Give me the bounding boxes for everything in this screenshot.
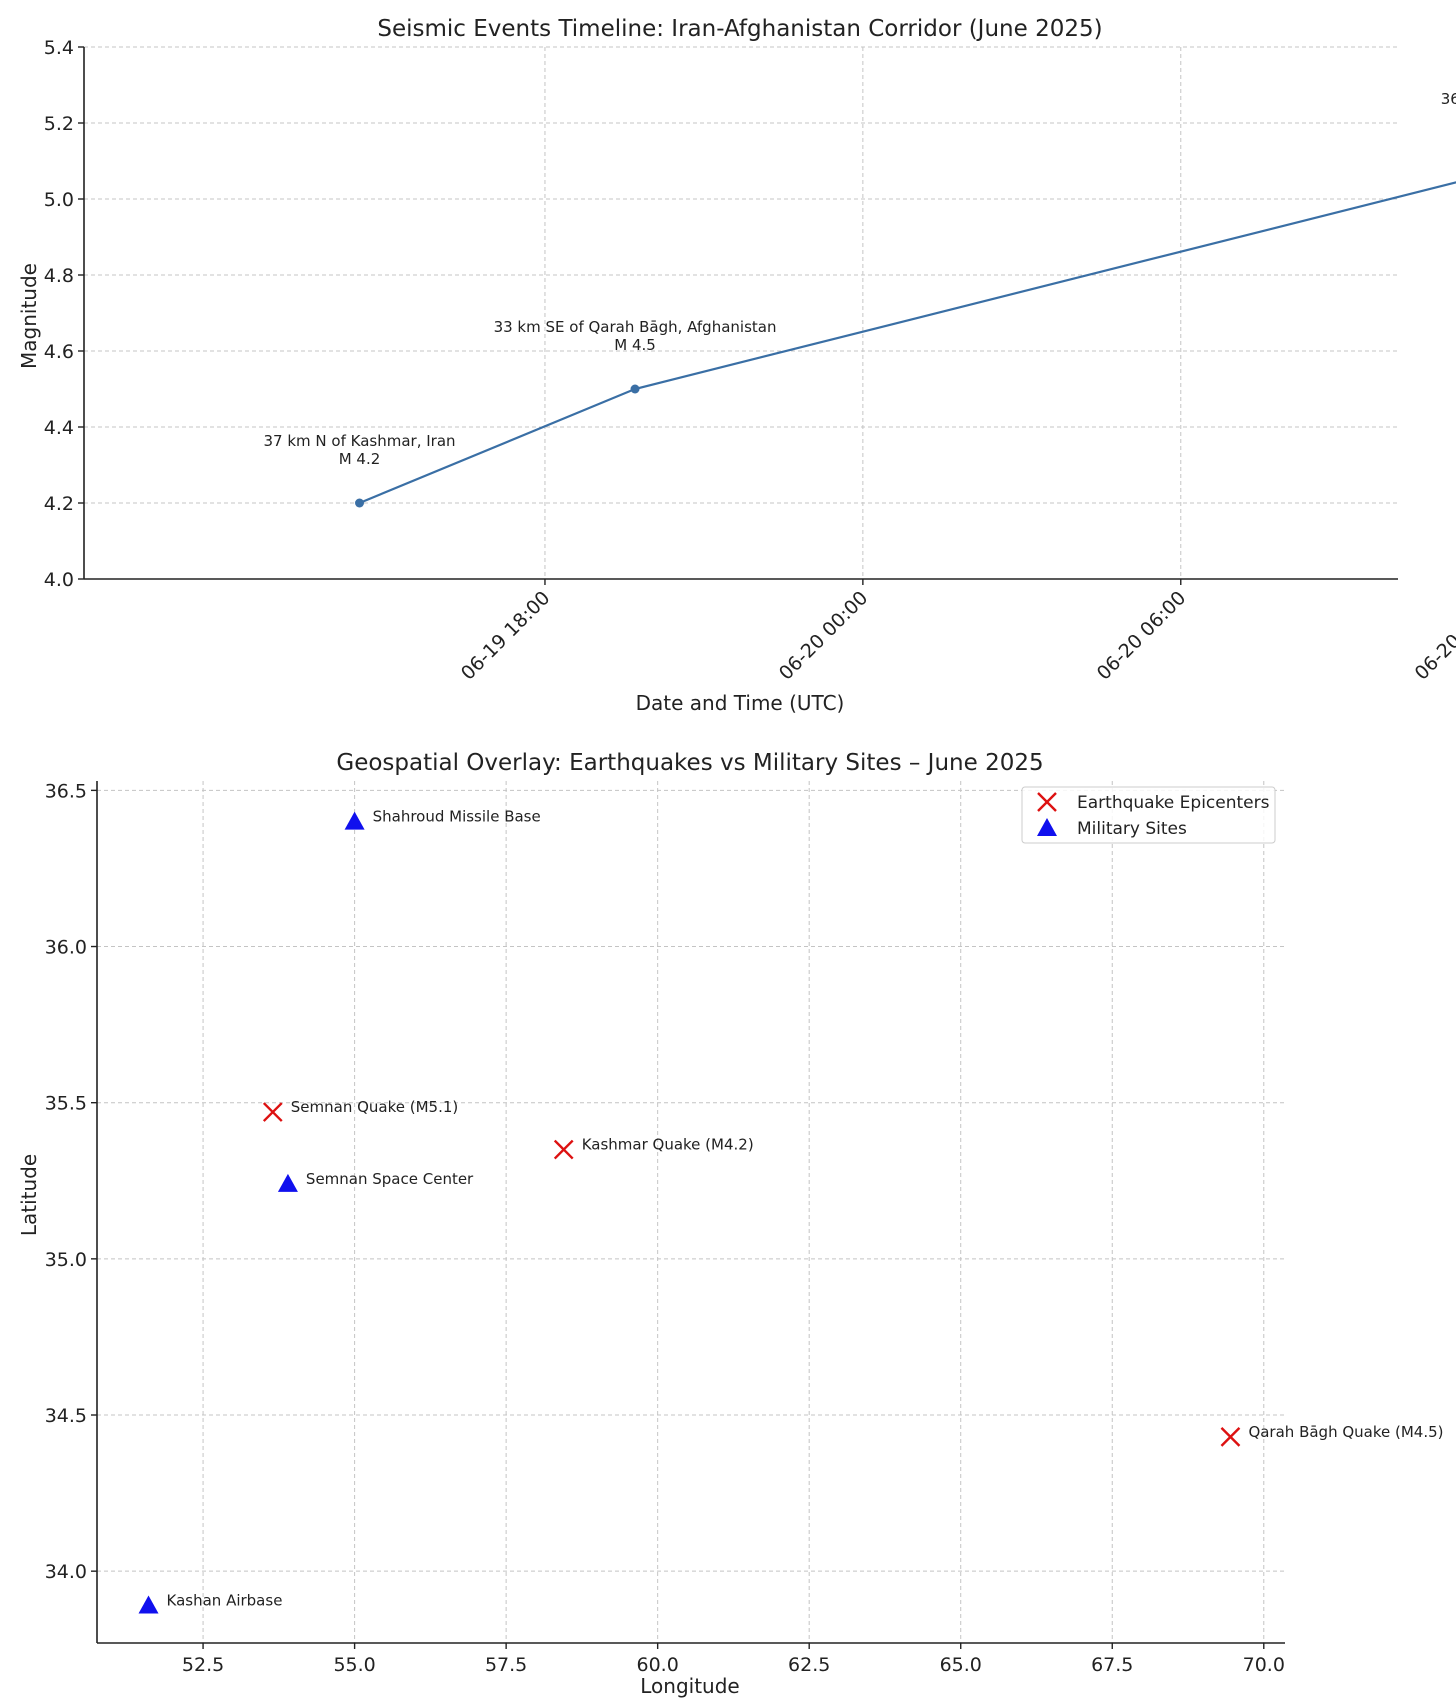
geospatial-x-label: Longitude (640, 1674, 739, 1698)
legend-cross-icon (1037, 792, 1057, 812)
military-site-marker (344, 811, 365, 830)
x-tick-label: 06-20 06:00 (1093, 587, 1191, 685)
military-site-label: Semnan Space Center (306, 1170, 474, 1188)
cross-stroke (262, 1102, 283, 1122)
geospatial-title: Geospatial Overlay: Earthquakes vs Milit… (336, 750, 1043, 776)
event-point (630, 384, 640, 394)
y-tick-label: 4.4 (44, 417, 74, 439)
military-site-label: Kashan Airbase (167, 1592, 283, 1610)
y-tick-label: 35.0 (45, 1249, 87, 1271)
cross-stroke (1037, 792, 1057, 812)
geospatial-y-label: Latitude (17, 1154, 41, 1236)
timeline-y-label: Magnitude (17, 263, 41, 369)
x-tick-label: 60.0 (637, 1654, 679, 1676)
legend-military-marker (1037, 818, 1057, 836)
y-tick-label: 34.0 (45, 1561, 87, 1583)
event-place-label: 33 km SE of Qarah Bāgh, Afghanistan (494, 318, 777, 336)
military-site-label: Shahroud Missile Base (373, 808, 541, 826)
x-tick-label: 67.5 (1091, 1654, 1133, 1676)
y-tick-label: 4.0 (44, 569, 74, 591)
legend-quake-marker (1037, 792, 1057, 812)
y-tick-label: 34.5 (45, 1405, 87, 1427)
y-tick-label: 5.4 (44, 37, 74, 59)
legend-frame (1021, 786, 1276, 844)
legend-triangle-icon (1037, 818, 1057, 836)
x-tick-label: 70.0 (1243, 1654, 1285, 1676)
earthquake-marker (1220, 1427, 1241, 1447)
cross-stroke (553, 1139, 574, 1160)
x-tick-label: 06-20 12:00 (1411, 587, 1456, 685)
timeline-title: Seismic Events Timeline: Iran-Afghanista… (377, 16, 1102, 42)
geospatial-gridlines (97, 781, 1285, 1643)
event-magnitude-label: M 4.2 (339, 450, 381, 468)
x-tick-label: 52.5 (182, 1654, 224, 1676)
event-place-label: 36 km SW of Semnan, Iran (1441, 90, 1456, 108)
y-tick-label: 4.2 (44, 493, 74, 515)
x-tick-label: 06-20 00:00 (775, 587, 873, 685)
y-tick-label: 36.5 (45, 780, 87, 802)
y-tick-label: 5.0 (44, 189, 74, 211)
geospatial-x-ticks: 52.5 55.0 57.5 60.0 62.5 65.0 67.5 70.0 (182, 1643, 1285, 1676)
timeline-series (355, 181, 1456, 508)
x-tick-label: 57.5 (485, 1654, 527, 1676)
y-tick-label: 35.5 (45, 1093, 87, 1115)
event-place-label: 37 km N of Kashmar, Iran (264, 432, 456, 450)
timeline-x-label: Date and Time (UTC) (636, 691, 845, 715)
timeline-x-ticks: 06-19 18:00 06-20 00:00 06-20 06:00 06-20 1… (457, 579, 1456, 685)
y-tick-label: 36.0 (45, 937, 87, 959)
earthquake-label: Semnan Quake (M5.1) (291, 1098, 459, 1116)
timeline-axes (83, 47, 1398, 580)
cross-stroke (1220, 1427, 1241, 1447)
legend-label-earthquakes: Earthquake Epicenters (1077, 793, 1270, 813)
x-tick-label: 55.0 (333, 1654, 375, 1676)
legend-label-military: Military Sites (1077, 819, 1187, 839)
geospatial-points: Semnan Quake (M5.1) Kashmar Quake (M4.2) Q… (138, 808, 1444, 1614)
geospatial-axes (96, 781, 1285, 1644)
x-tick-label: 62.5 (788, 1654, 830, 1676)
y-tick-label: 5.2 (44, 113, 74, 135)
geospatial-y-ticks: 34.0 34.5 35.0 35.5 36.0 36.5 (45, 780, 97, 1583)
earthquake-label: Qarah Bāgh Quake (M4.5) (1248, 1423, 1443, 1441)
legend: Earthquake Epicenters Military Sites (1021, 786, 1276, 844)
military-site-marker (138, 1595, 159, 1614)
event-magnitude-label: M 4.5 (614, 336, 656, 354)
earthquake-marker (553, 1139, 574, 1160)
timeline-chart: Seismic Events Timeline: Iran-Afghanista… (17, 16, 1456, 715)
timeline-gridlines (84, 46, 1398, 580)
earthquake-label: Kashmar Quake (M4.2) (582, 1136, 754, 1154)
earthquake-marker (262, 1102, 283, 1122)
military-site-marker (277, 1173, 298, 1192)
event-point (355, 498, 365, 508)
geospatial-chart: Geospatial Overlay: Earthquakes vs Milit… (17, 750, 1444, 1698)
y-tick-label: 4.6 (44, 341, 74, 363)
x-tick-label: 65.0 (940, 1654, 982, 1676)
timeline-y-ticks: 4.0 4.2 4.4 4.6 4.8 5.0 5.2 5.4 (44, 37, 84, 591)
y-tick-label: 4.8 (44, 265, 74, 287)
x-tick-label: 06-19 18:00 (457, 587, 555, 685)
